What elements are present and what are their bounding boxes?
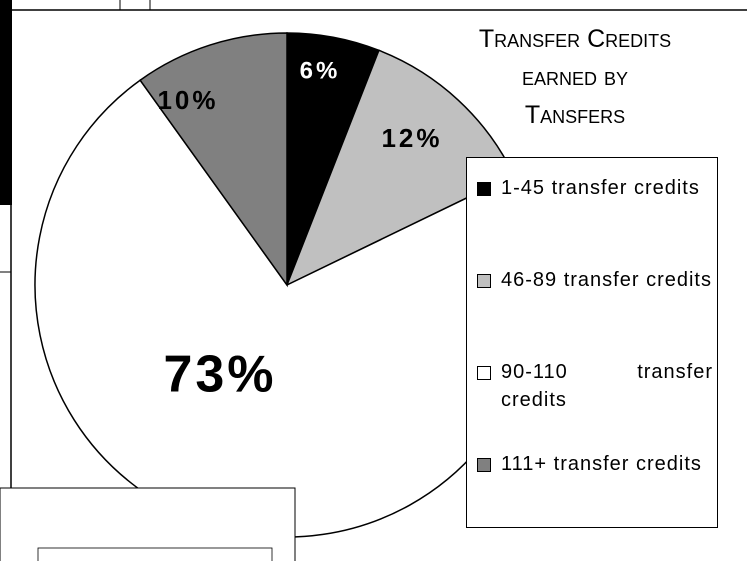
legend-label: 90-110 transfer credits — [501, 361, 713, 411]
data-label: 6% — [300, 57, 341, 84]
overlay-inner-box — [37, 547, 273, 561]
legend-swatch — [477, 366, 491, 380]
legend-swatch — [477, 458, 491, 472]
legend-label: 1-45 transfer credits — [501, 177, 700, 199]
legend: 1-45 transfer credits 46-89 transfer cred… — [466, 157, 718, 528]
data-label: 73% — [163, 346, 276, 404]
legend-label: 46-89 transfer credits — [501, 269, 712, 291]
chart-title: Transfer Credits earned by Tansfers — [478, 25, 672, 129]
side-bar — [0, 0, 12, 205]
chart-frame — [10, 9, 747, 561]
data-label: 10% — [157, 85, 218, 115]
pie-slice — [139, 32, 288, 288]
data-label: 12% — [381, 123, 442, 153]
legend-swatch — [477, 274, 491, 288]
pie: 6% 12% 73% 10% — [34, 32, 540, 538]
legend-label: 111+ transfer credits — [501, 453, 702, 475]
legend-swatch — [477, 182, 491, 196]
